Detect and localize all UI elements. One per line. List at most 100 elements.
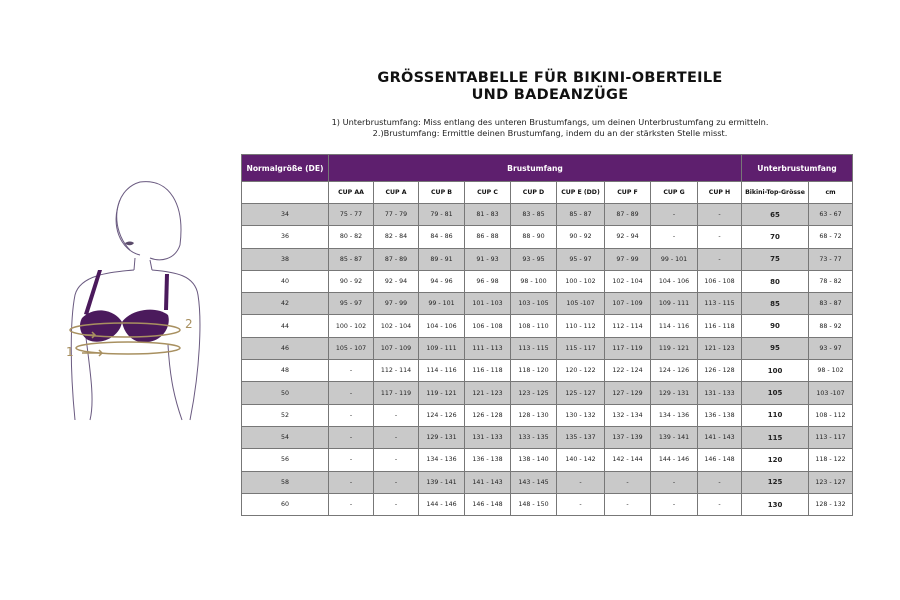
value-cell: 112 - 114 [373,359,419,383]
value-cell: 85 - 87 [328,247,374,271]
value-cell: 98 - 102 [808,359,854,383]
value-cell: 115 - 117 [556,336,605,361]
value-cell: 92 - 94 [373,269,419,294]
value-cell: - [373,470,419,494]
value-cell: 134 - 136 [650,403,698,427]
value-cell: 144 - 146 [418,492,465,517]
value-cell: 130 - 132 [556,403,605,427]
value-cell: - [328,425,374,450]
value-cell: 90 - 92 [556,225,605,249]
value-cell: 99 - 101 [418,292,465,316]
value-cell: 139 - 141 [418,470,465,494]
note-bust: 2.)Brustumfang: Ermittle deinen Brustumf… [372,127,728,138]
value-cell: - [373,403,419,427]
value-cell: 148 - 150 [510,492,557,517]
value-cell: 100 - 102 [328,314,374,338]
value-cell: 136 - 138 [696,403,743,427]
value-cell: 114 - 116 [650,314,698,338]
size-cell: 60 [241,492,329,517]
value-cell: 126 - 128 [464,403,511,427]
value-cell: - [650,492,698,517]
value-cell: 144 - 146 [650,448,698,472]
table-row: 52- -124 - 126 126 - 128 128 - 130 130 - 132… [241,403,854,427]
value-cell: - [328,492,374,517]
bikini-size-cell: 125 [741,470,810,494]
value-cell: - [373,492,419,517]
value-cell: 137 - 139 [604,425,651,450]
value-cell: 121 - 123 [464,381,511,405]
column-header [241,181,329,204]
value-cell: - [328,381,374,405]
page-title: GRÖSSENTABELLE FÜR BIKINI-OBERTEILE UND … [330,70,770,104]
value-cell: 143 - 145 [510,470,557,494]
column-header-row: CUP AA CUP A CUP B CUP C CUP D CUP E (DD) CUP … [241,181,854,204]
value-cell: 97 - 99 [373,292,419,316]
value-cell: 109 - 111 [418,336,465,361]
value-cell: 141 - 143 [696,425,743,450]
value-cell: - [328,359,374,383]
value-cell: 120 - 122 [556,359,605,383]
value-cell: - [650,202,698,227]
size-cell: 38 [241,247,329,271]
value-cell: 128 - 130 [510,403,557,427]
column-header: CUP D [510,181,557,204]
value-cell: 117 - 119 [604,336,651,361]
value-cell: - [696,492,743,517]
value-cell: 93 - 97 [808,336,854,361]
bikini-size-cell: 120 [741,448,810,472]
value-cell: 110 - 112 [556,314,605,338]
value-cell: 103 -107 [808,381,854,405]
value-cell: 104 - 106 [650,269,698,294]
size-cell: 36 [241,225,329,249]
group-header-row: Normalgröße (DE) Brustumfang Unterbrustu… [241,154,854,182]
size-cell: 52 [241,403,329,427]
bikini-size-cell: 95 [741,336,810,361]
size-cell: 58 [241,470,329,494]
header-normalgroesse: Normalgröße (DE) [241,154,329,182]
value-cell: 119 - 121 [418,381,465,405]
value-cell: 77 - 79 [373,202,419,227]
size-cell: 40 [241,269,329,294]
value-cell: 73 - 77 [808,247,854,271]
table-row: 40 90 - 92 92 - 94 94 - 96 96 - 98 98 - 100 10… [241,269,854,294]
value-cell: 135 - 137 [556,425,605,450]
size-cell: 48 [241,359,329,383]
header-unterbrustumfang: Unterbrustumfang [741,154,854,182]
value-cell: 119 - 121 [650,336,698,361]
column-header: CUP G [650,181,698,204]
value-cell: 93 - 95 [510,247,557,271]
value-cell: 123 - 125 [510,381,557,405]
label-bust: 2 [185,317,193,331]
value-cell: 88 - 92 [808,314,854,338]
value-cell: 105 - 107 [328,336,374,361]
bikini-size-cell: 130 [741,492,810,517]
size-cell: 44 [241,314,329,338]
value-cell: 125 - 127 [556,381,605,405]
size-cell: 34 [241,202,329,227]
value-cell: 136 - 138 [464,448,511,472]
value-cell: - [556,470,605,494]
value-cell: 104 - 106 [418,314,465,338]
value-cell: - [604,492,651,517]
label-underbust: 1 [66,345,74,359]
value-cell: - [328,403,374,427]
value-cell: 96 - 98 [464,269,511,294]
value-cell: 90 - 92 [328,269,374,294]
value-cell: 81 - 83 [464,202,511,227]
value-cell: 133 - 135 [510,425,557,450]
value-cell: 101 - 103 [464,292,511,316]
value-cell: 141 - 143 [464,470,511,494]
value-cell: - [696,470,743,494]
value-cell: 129 - 131 [650,381,698,405]
value-cell: 83 - 85 [510,202,557,227]
bikini-size-cell: 70 [741,225,810,249]
value-cell: 113 - 117 [808,425,854,450]
value-cell: 68 - 72 [808,225,854,249]
value-cell: 142 - 144 [604,448,651,472]
table-row: 50-117 - 119 119 - 121 121 - 123 123 - 125 1… [241,381,854,405]
value-cell: 99 - 101 [650,247,698,271]
value-cell: 91 - 93 [464,247,511,271]
value-cell: 84 - 86 [418,225,465,249]
value-cell: - [696,247,743,271]
value-cell: 113 - 115 [510,336,557,361]
